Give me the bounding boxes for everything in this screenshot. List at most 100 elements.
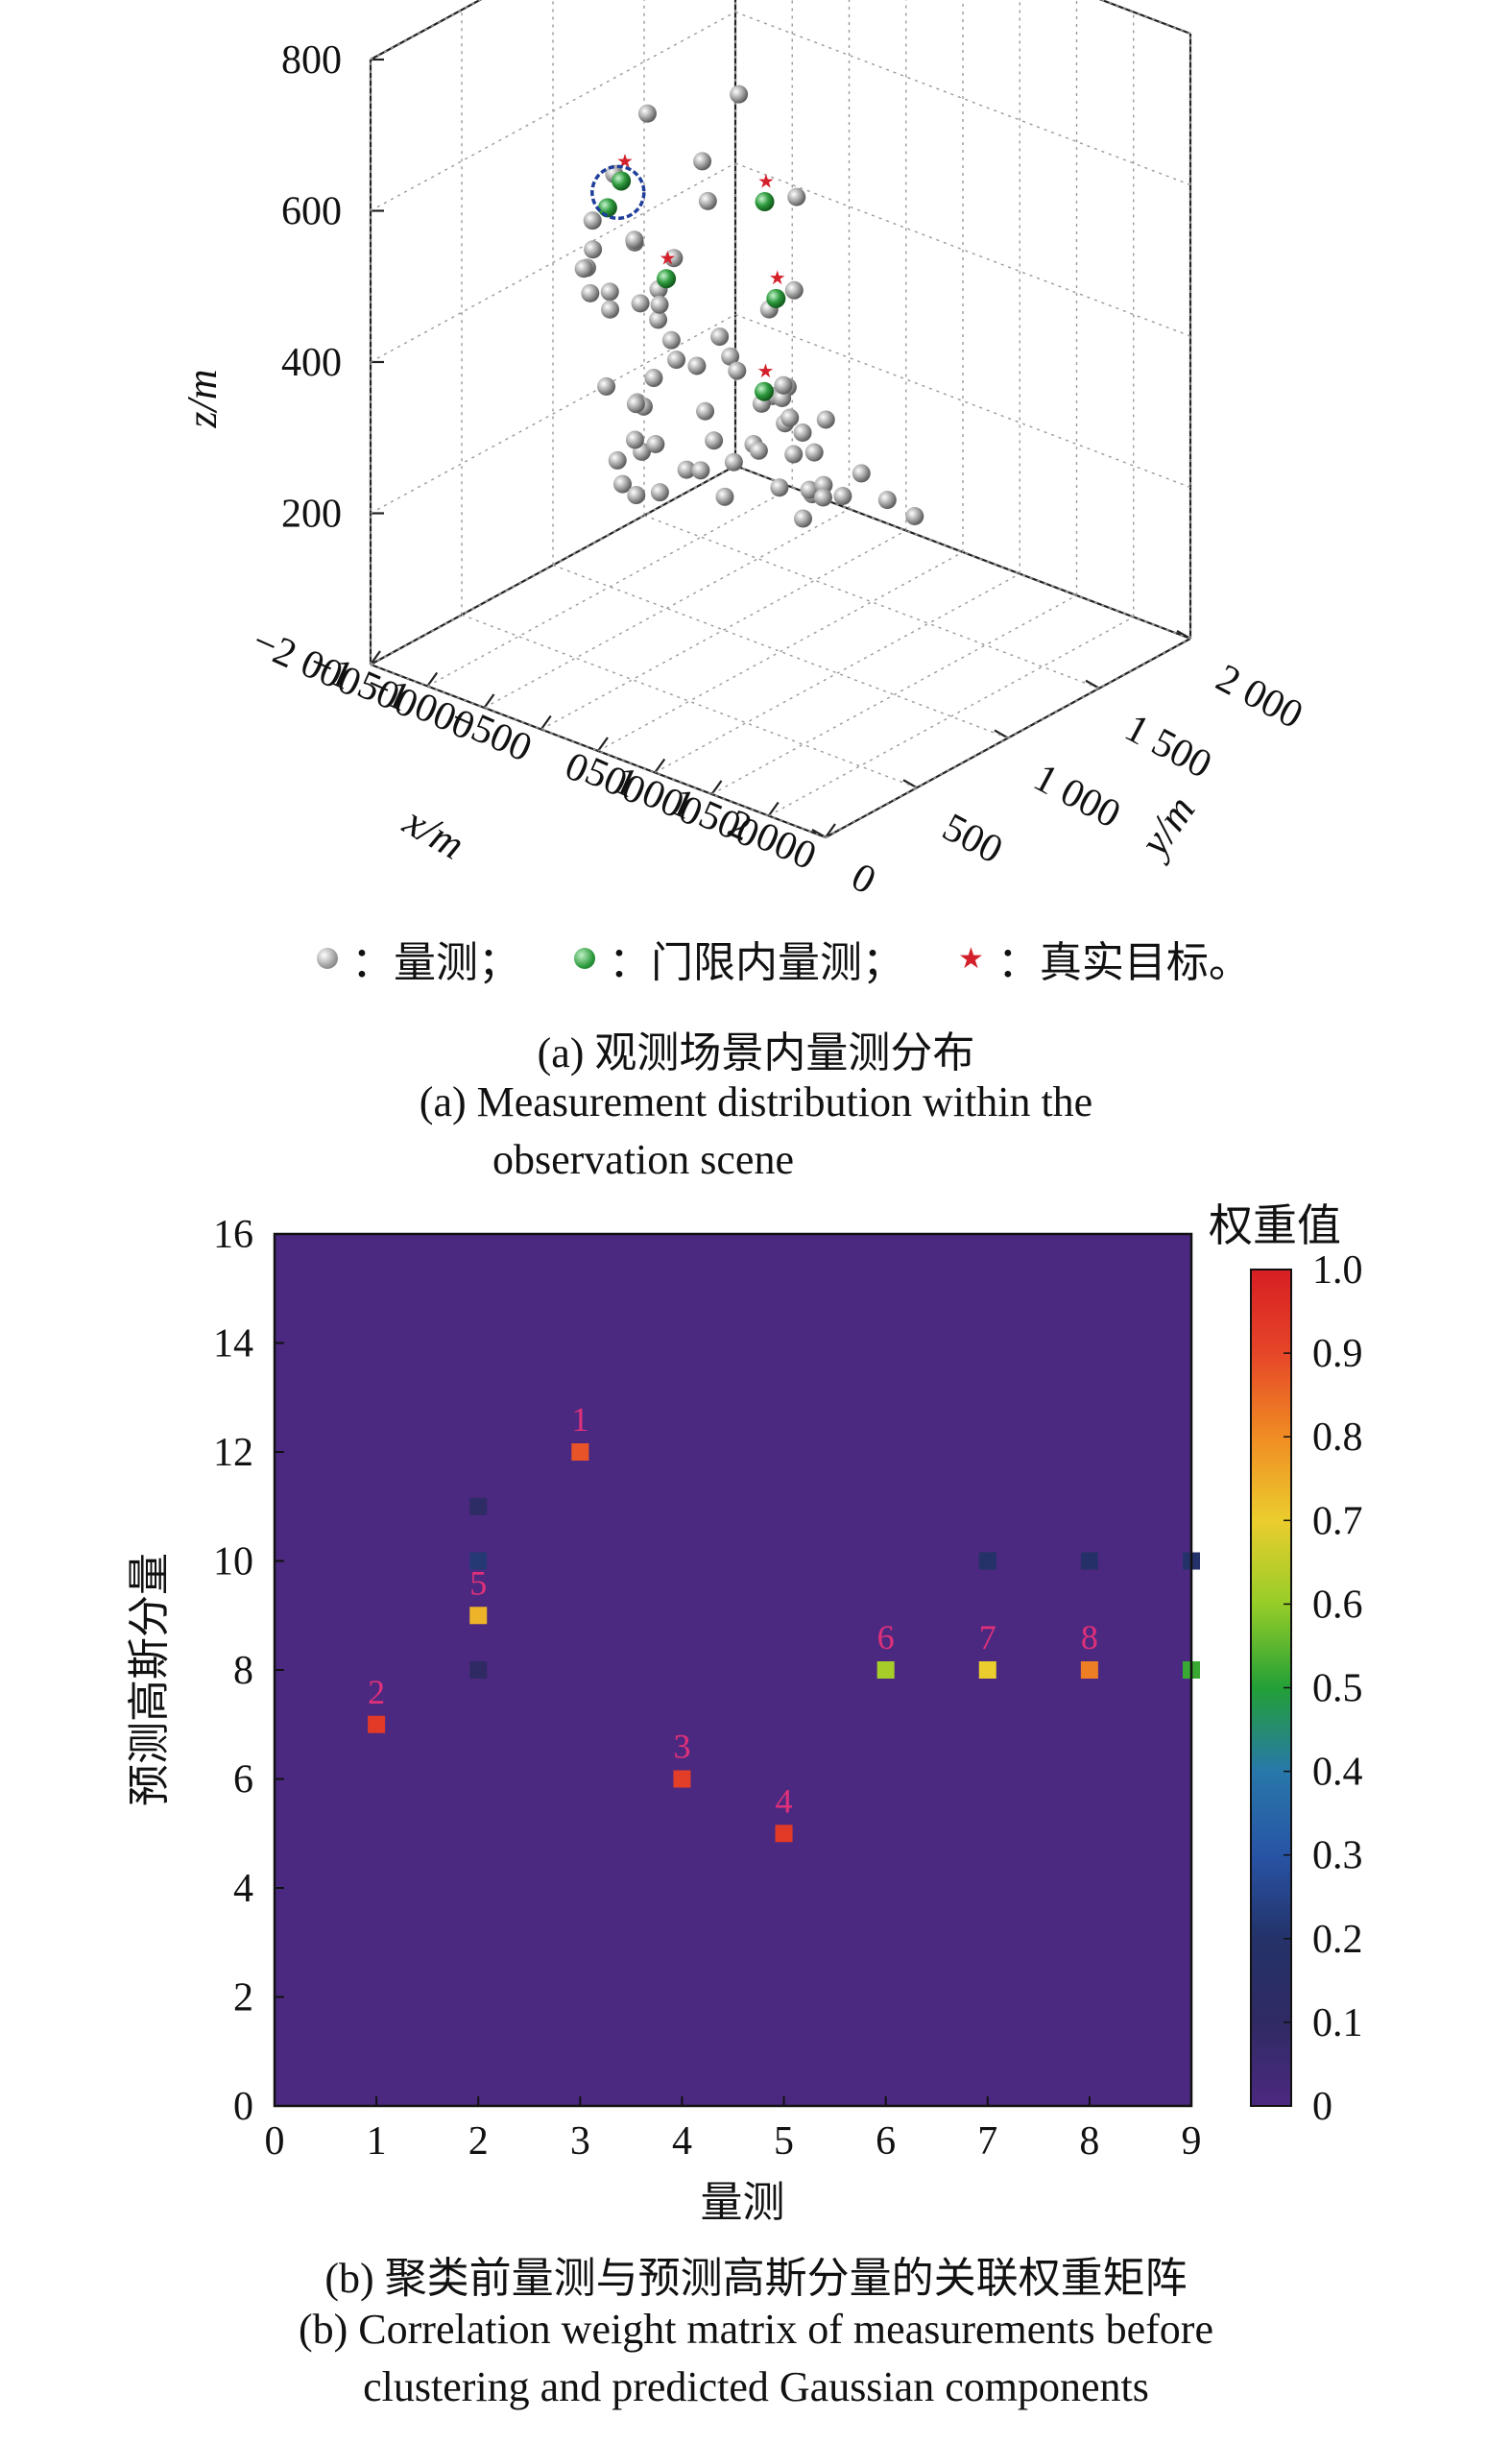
measurement-point <box>728 361 747 380</box>
measurement-point <box>601 300 620 319</box>
measurement-point <box>710 327 730 347</box>
measurement-point <box>804 443 824 462</box>
heatmap-cell <box>469 1661 488 1679</box>
x-tick <box>710 780 723 795</box>
measurement-point <box>774 375 793 395</box>
measurement-point <box>816 410 835 429</box>
y-tick-label: 0 <box>844 855 882 903</box>
scatter-legend: ：量测； ：门限内量测； ★ ：真实目标。 <box>317 930 1373 987</box>
heatmap-cell <box>775 1825 793 1843</box>
grid-x-floor <box>654 572 1020 774</box>
cell-label: 2 <box>368 1673 385 1711</box>
measurement-point <box>661 330 681 350</box>
grid-x-floor <box>711 594 1077 795</box>
heatmap-cell <box>469 1497 488 1515</box>
z-tick-label: 200 <box>281 493 342 537</box>
z-tick-label: 600 <box>281 190 342 234</box>
caption-a-en-line2: observation scene <box>492 1136 794 1183</box>
measurement-point <box>612 474 632 494</box>
x-tick-label: 2 <box>468 2119 489 2164</box>
legend-label-gated: ：门限内量测； <box>609 939 904 986</box>
x-tick-label: 0 <box>265 2119 285 2164</box>
measurement-point <box>784 445 804 464</box>
measurement-points <box>574 85 924 528</box>
x-tick <box>483 693 495 709</box>
legend-item-measurement: ：量测； <box>317 928 520 989</box>
grid-x-floor <box>597 551 964 752</box>
measurement-point <box>780 408 800 427</box>
cell-label: 5 <box>469 1563 487 1602</box>
heatmap-cell <box>469 1552 488 1570</box>
x-tick-label: 1 <box>367 2119 387 2164</box>
colorbar-tick-label: 0.8 <box>1312 1415 1363 1460</box>
heatmap-cell <box>1080 1552 1098 1570</box>
x-tick-label: −500 <box>444 696 538 770</box>
measurement-point <box>793 423 812 443</box>
legend-item-target: ★ ：真实目标。 <box>958 928 1251 989</box>
measurement-point <box>705 431 724 450</box>
gated-point <box>755 192 775 212</box>
measurement-point <box>770 478 789 497</box>
y-axis-label: y/m <box>1129 787 1205 867</box>
colorbar-tick-label: 0.2 <box>1312 1918 1363 1962</box>
y-axis-label: 预测高斯分量 <box>126 1553 173 1806</box>
grid-x-floor <box>426 486 793 688</box>
y-tick-label: 0 <box>233 2085 253 2129</box>
gated-point <box>755 381 774 401</box>
caption-a-zh: (a) 观测场景内量测分布 <box>537 1029 975 1076</box>
grid-x-floor <box>768 616 1135 817</box>
heatmap-cell <box>368 1715 386 1733</box>
colorbar-tick-label: 0.3 <box>1312 1834 1363 1878</box>
legend-label-measurement: ：量测； <box>351 939 520 986</box>
grid-z-left <box>370 313 736 515</box>
y-tick-label: 500 <box>935 805 1009 872</box>
grid-x-floor <box>484 508 850 709</box>
grid-z-right <box>734 313 1191 489</box>
measurement-point <box>631 294 650 313</box>
y-tick-label: 6 <box>233 1758 253 1802</box>
measurement-point <box>637 104 657 123</box>
x-tick-label: 2 000 <box>722 802 823 879</box>
colorbar-tick-label: 0.7 <box>1312 1499 1363 1543</box>
heatmap-cells: 2 5 1 3 4 6 7 8 <box>368 1400 1200 1843</box>
measurement-point <box>597 376 616 396</box>
measurement-point <box>698 191 717 210</box>
x-tick-label: 5 <box>774 2119 794 2164</box>
measurement-point <box>793 509 812 528</box>
cell-label: 8 <box>1081 1618 1098 1657</box>
grid-x-floor <box>825 638 1191 838</box>
measurement-point <box>644 369 663 388</box>
y-tick-label: 10 <box>213 1540 253 1584</box>
legend-label-target: ：真实目标。 <box>996 939 1251 986</box>
x-axis-label: x/m <box>396 797 472 869</box>
x-tick <box>540 714 552 731</box>
y-tick-label: 14 <box>213 1322 253 1367</box>
x-tick <box>370 650 381 665</box>
colorbar-tick-label: 0.4 <box>1312 1751 1363 1795</box>
measurement-point <box>574 259 593 278</box>
measurement-point <box>787 187 806 206</box>
z-tick-label: 800 <box>281 38 342 83</box>
cell-label: 7 <box>979 1618 996 1657</box>
heatmap-cell <box>1080 1661 1098 1679</box>
measurement-point <box>905 507 924 526</box>
colorbar-label: 权重值 <box>1209 1201 1341 1250</box>
measurement-point <box>584 240 603 259</box>
measurement-point <box>581 283 600 302</box>
y-tick-label: 4 <box>233 1867 253 1911</box>
measurement-point <box>877 491 897 510</box>
x-tick <box>426 671 439 688</box>
colorbar-tick-label: 0.1 <box>1312 2001 1363 2045</box>
measurement-point <box>649 310 668 329</box>
measurement-point <box>583 211 602 230</box>
heatmap-cell <box>571 1443 589 1461</box>
x-tick-label: 9 <box>1182 2119 1202 2164</box>
measurement-point <box>627 486 646 505</box>
x-tick-label: 4 <box>672 2119 692 2164</box>
grid-x-floor <box>540 529 907 731</box>
measurement-point <box>715 487 734 506</box>
measurement-point <box>600 282 619 302</box>
measurement-point <box>646 435 665 453</box>
